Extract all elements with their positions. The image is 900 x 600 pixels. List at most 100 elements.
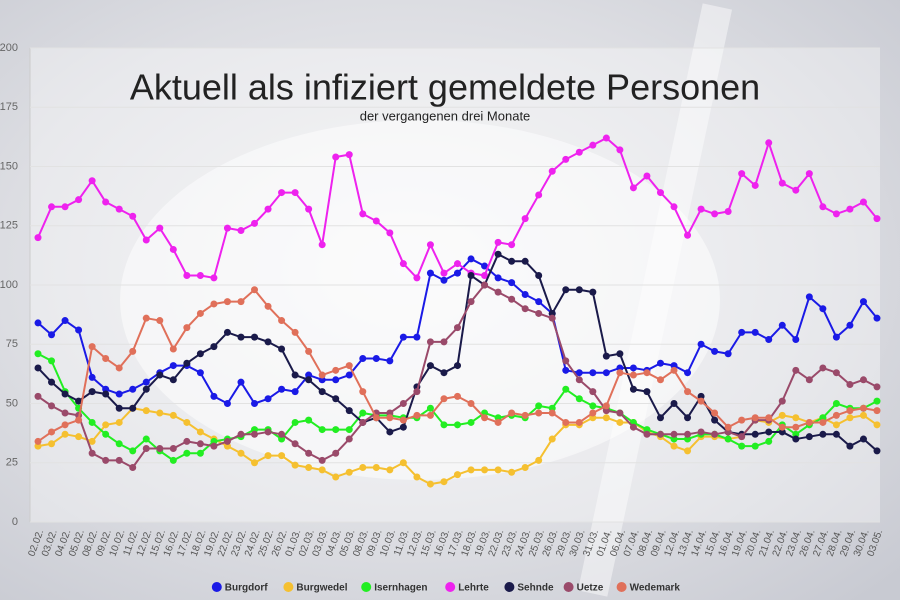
- data-point: [846, 442, 854, 450]
- data-point: [738, 328, 746, 336]
- data-point: [169, 411, 177, 419]
- data-point: [102, 390, 110, 398]
- legend-marker: [563, 582, 574, 592]
- data-point: [575, 376, 583, 384]
- data-point: [792, 435, 800, 443]
- y-tick-label: 100: [0, 279, 18, 291]
- data-point: [291, 189, 299, 197]
- data-point: [562, 155, 570, 163]
- data-point: [278, 189, 286, 197]
- data-point: [548, 314, 556, 322]
- data-point: [656, 189, 664, 197]
- data-point: [210, 274, 218, 282]
- data-point: [156, 445, 164, 453]
- data-point: [697, 340, 705, 348]
- data-point: [535, 409, 543, 417]
- data-point: [196, 440, 204, 448]
- data-point: [711, 347, 719, 355]
- data-point: [183, 437, 191, 445]
- y-tick-label: 200: [0, 42, 18, 54]
- legend-marker: [211, 582, 222, 592]
- data-point: [345, 426, 353, 434]
- data-point: [61, 390, 69, 398]
- data-point: [535, 402, 543, 410]
- data-point: [643, 430, 651, 438]
- data-point: [738, 442, 746, 450]
- series: [34, 286, 881, 445]
- y-tick-label: 0: [12, 516, 18, 528]
- data-point: [792, 423, 800, 431]
- legend-label: Burgwedel: [296, 583, 347, 594]
- y-tick-label: 25: [6, 457, 18, 469]
- data-point: [183, 449, 191, 457]
- data-point: [548, 435, 556, 443]
- data-point: [859, 411, 867, 419]
- data-point: [859, 435, 867, 443]
- data-point: [223, 298, 231, 306]
- data-point: [88, 418, 96, 426]
- data-point: [345, 435, 353, 443]
- data-point: [467, 272, 475, 280]
- data-point: [359, 210, 367, 218]
- data-point: [467, 418, 475, 426]
- data-point: [129, 447, 137, 455]
- y-tick-label: 50: [6, 397, 18, 409]
- data-point: [656, 414, 664, 422]
- data-point: [656, 430, 664, 438]
- data-point: [142, 378, 150, 386]
- data-point: [616, 418, 624, 426]
- data-point: [426, 411, 434, 419]
- data-point: [616, 350, 624, 358]
- data-point: [345, 468, 353, 476]
- y-tick-label: 175: [0, 101, 18, 113]
- data-point: [183, 324, 191, 332]
- data-point: [88, 177, 96, 185]
- data-point: [237, 333, 245, 341]
- data-point: [183, 272, 191, 280]
- data-point: [359, 418, 367, 426]
- data-point: [61, 317, 69, 325]
- data-point: [778, 411, 786, 419]
- data-point: [521, 290, 529, 298]
- data-point: [629, 364, 637, 372]
- data-point: [440, 421, 448, 429]
- data-point: [386, 229, 394, 237]
- data-point: [156, 409, 164, 417]
- legend-label: Sehnde: [517, 583, 554, 594]
- data-point: [142, 407, 150, 415]
- data-point: [88, 449, 96, 457]
- data-point: [196, 369, 204, 377]
- data-point: [48, 428, 56, 436]
- data-point: [345, 151, 353, 159]
- y-tick-label: 150: [0, 160, 18, 172]
- data-point: [223, 328, 231, 336]
- data-point: [765, 437, 773, 445]
- data-point: [75, 196, 83, 204]
- data-point: [210, 300, 218, 308]
- series: [34, 134, 881, 282]
- data-point: [264, 205, 272, 213]
- data-point: [48, 440, 56, 448]
- data-point: [129, 385, 137, 393]
- legend-label: Burgdorf: [225, 583, 268, 594]
- legend-marker: [445, 582, 456, 592]
- data-point: [75, 433, 83, 441]
- data-point: [34, 437, 42, 445]
- data-point: [873, 383, 881, 391]
- data-point: [778, 179, 786, 187]
- data-point: [508, 468, 516, 476]
- data-point: [508, 409, 516, 417]
- data-point: [819, 203, 827, 211]
- data-point: [494, 238, 502, 246]
- data-point: [399, 459, 407, 467]
- data-point: [589, 409, 597, 417]
- data-point: [332, 153, 340, 161]
- y-tick-label: 75: [6, 338, 18, 350]
- data-point: [102, 456, 110, 464]
- data-point: [115, 456, 123, 464]
- data-point: [440, 478, 448, 486]
- data-point: [291, 328, 299, 336]
- data-point: [196, 428, 204, 436]
- data-point: [291, 461, 299, 469]
- data-point: [372, 463, 380, 471]
